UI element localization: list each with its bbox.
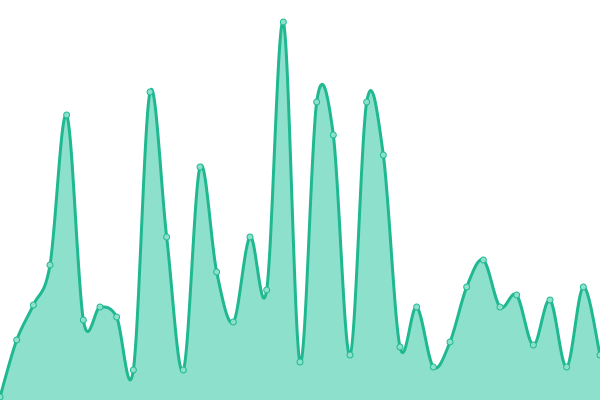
point [563,363,571,371]
point [513,291,521,299]
point [329,131,337,139]
point [179,366,187,374]
point [96,303,104,311]
point [546,296,554,304]
point [346,351,354,359]
point [496,303,504,311]
point [479,256,487,264]
point [596,351,600,359]
point [313,98,321,106]
point [396,343,404,351]
point [29,301,37,309]
point [13,336,21,344]
point [163,233,171,241]
point [146,88,154,96]
point [63,111,71,119]
point [79,316,87,324]
point [213,268,221,276]
point [129,366,137,374]
point [279,18,287,26]
point [246,233,254,241]
point [46,261,54,269]
point [113,313,121,321]
point [229,318,237,326]
area-fill [0,21,600,400]
point [413,303,421,311]
point [263,286,271,294]
area-line [0,20,600,398]
point [363,98,371,106]
point [529,341,537,349]
point [429,363,437,371]
point [579,283,587,291]
point [379,151,387,159]
point [296,358,304,366]
point [446,338,454,346]
point [0,393,4,400]
point [196,163,204,171]
point [463,283,471,291]
